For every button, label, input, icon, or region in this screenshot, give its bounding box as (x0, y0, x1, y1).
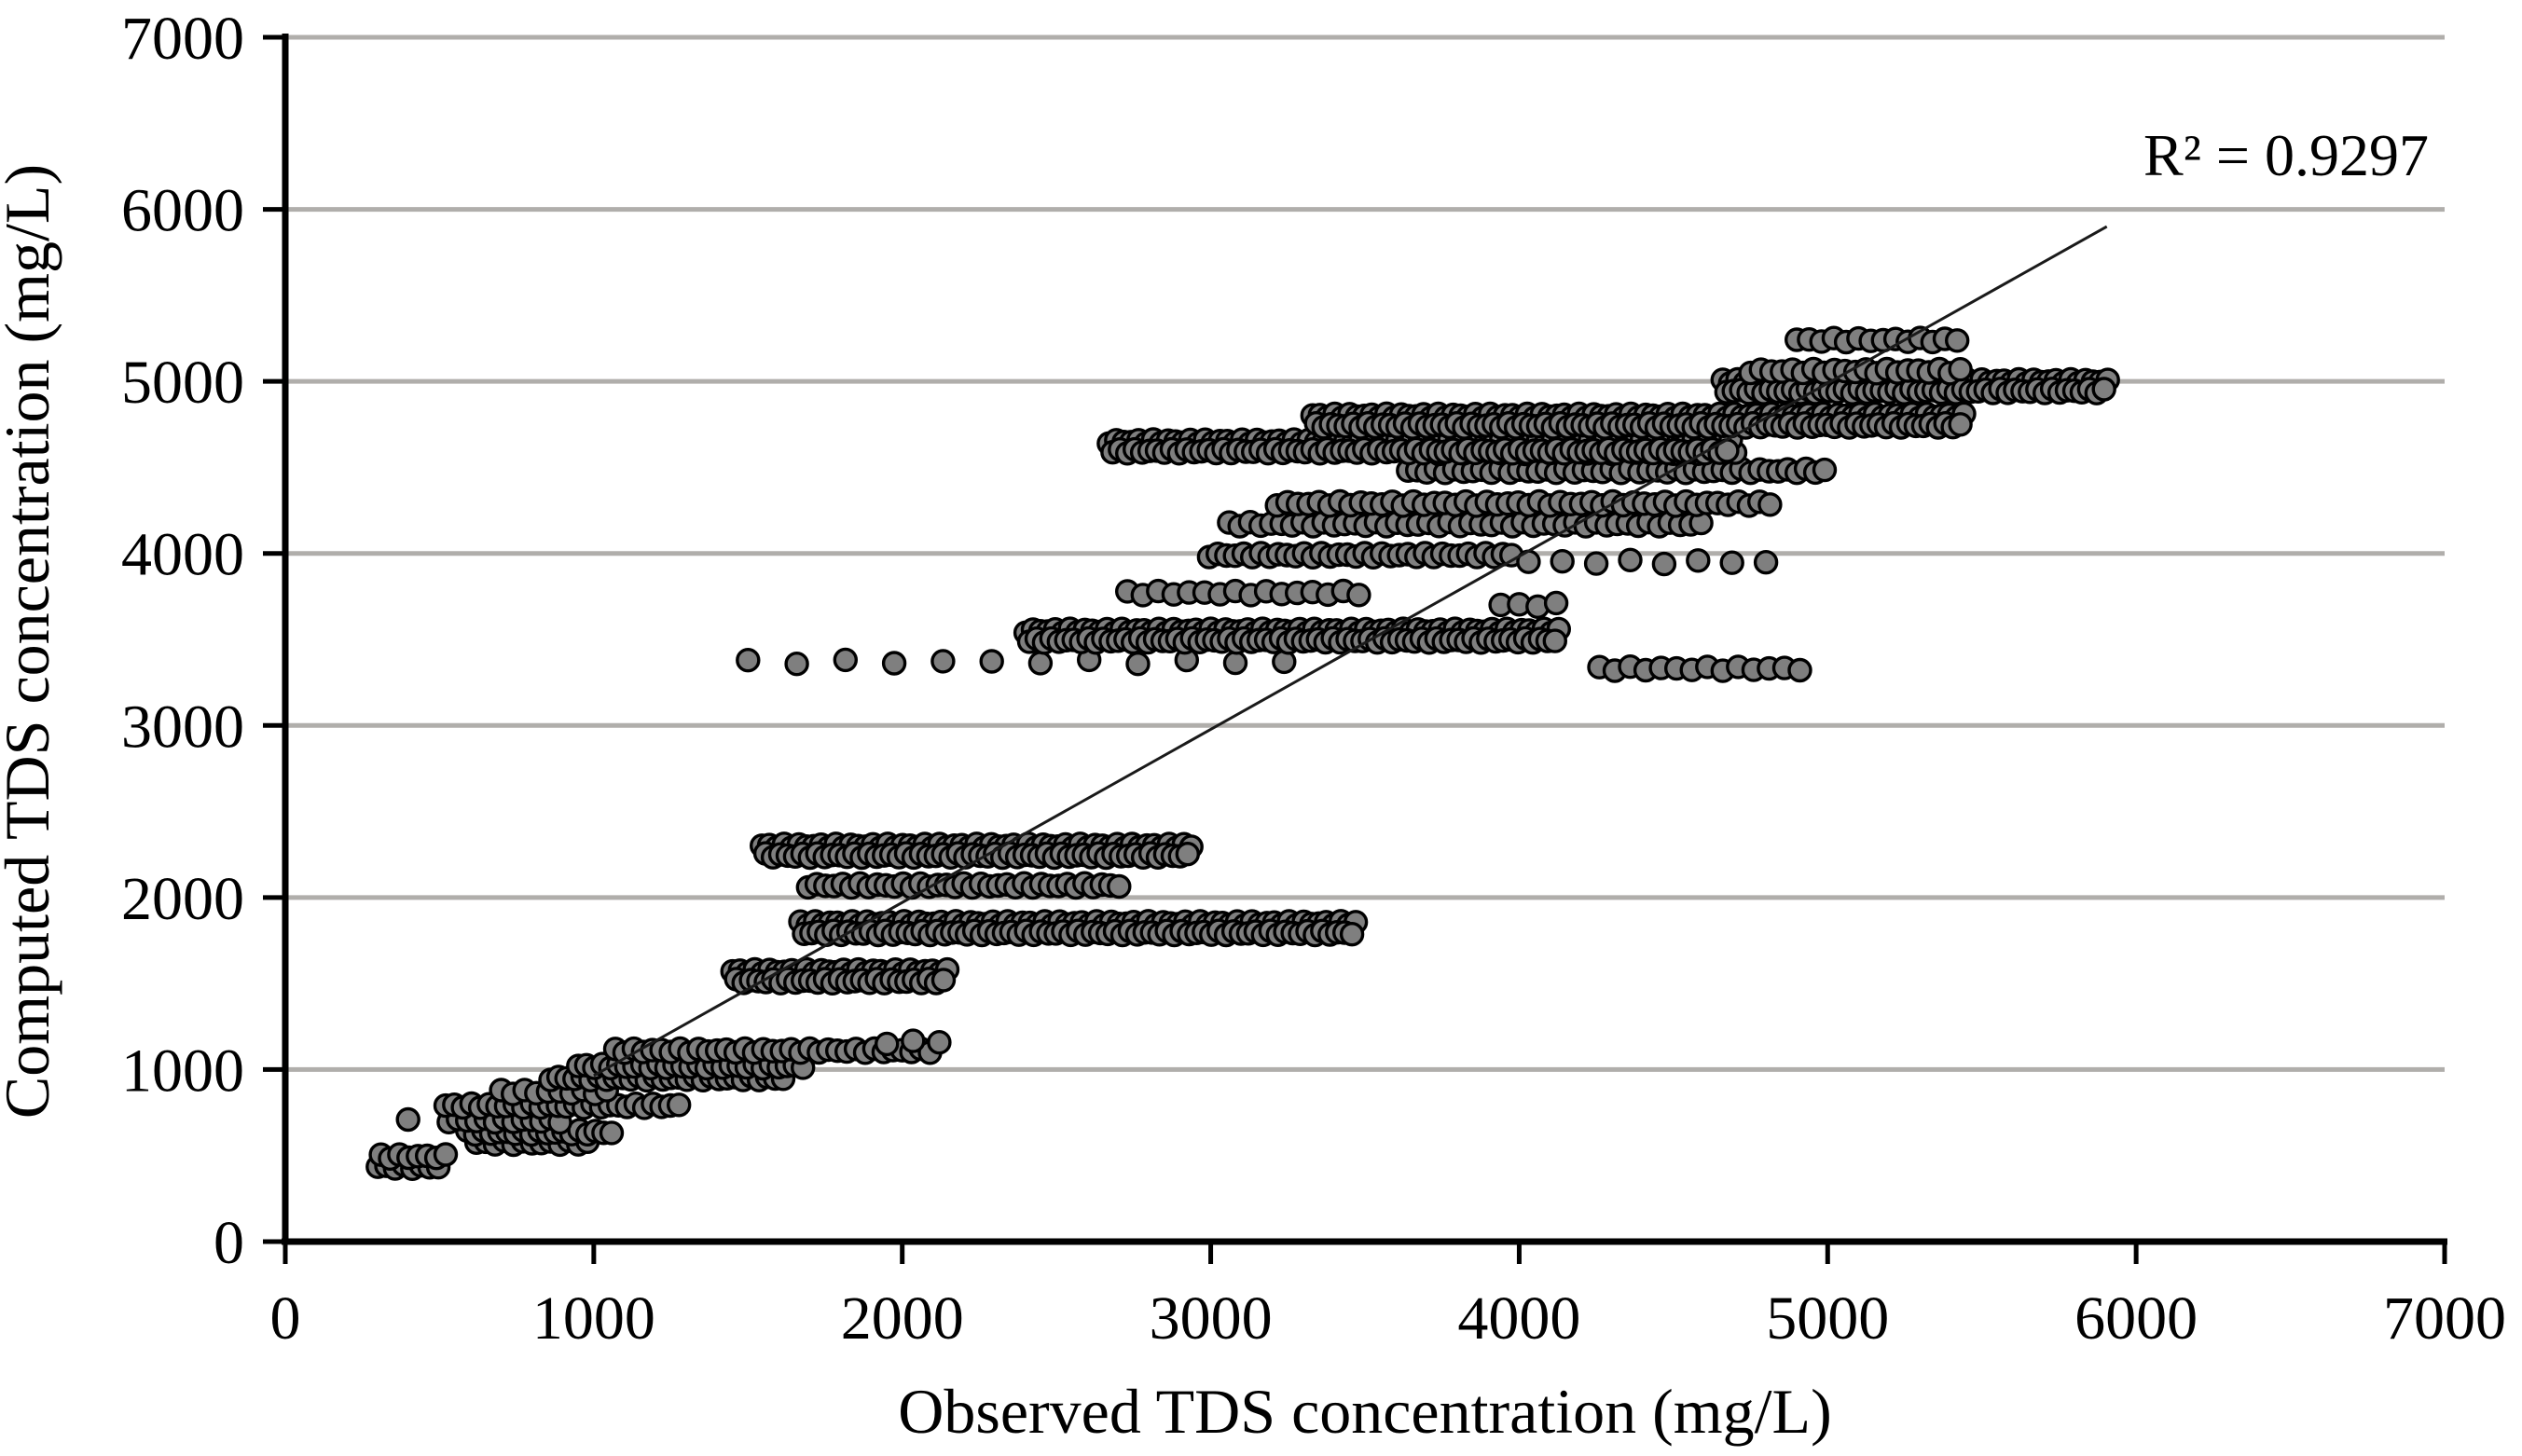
y-tick-label: 5000 (121, 349, 244, 417)
data-point (930, 649, 956, 674)
x-tick-label: 3000 (1150, 1284, 1273, 1353)
data-point (1948, 412, 1973, 437)
x-tick-label: 2000 (841, 1284, 964, 1353)
data-point (1542, 628, 1568, 653)
data-point (930, 968, 957, 993)
data-point (1346, 583, 1371, 608)
y-tick-label: 7000 (121, 5, 244, 73)
y-tick-label: 4000 (121, 521, 244, 589)
data-point (1339, 922, 1365, 947)
x-tick-label: 1000 (532, 1284, 655, 1353)
data-point (1550, 549, 1575, 574)
x-tick-label: 5000 (1766, 1284, 1889, 1353)
data-point (395, 1106, 420, 1133)
x-tick-label: 4000 (1457, 1284, 1580, 1353)
data-point (881, 651, 907, 676)
data-point (1719, 550, 1744, 575)
data-point (1125, 652, 1151, 677)
data-point (875, 1031, 900, 1057)
data-point (1686, 548, 1711, 573)
gridlines (285, 34, 2445, 1072)
data-point (1787, 657, 1812, 683)
x-tick-label: 7000 (2383, 1284, 2506, 1353)
trend-line (593, 225, 2108, 1078)
data-point (901, 1028, 926, 1053)
data-point (927, 1029, 952, 1055)
y-tick-label: 3000 (121, 693, 244, 761)
data-point (1757, 492, 1783, 517)
data-point (1651, 551, 1677, 577)
tick-labels: 0 1000 2000 3000 4000 5000 6000 7000 0 1000 2000 30… (121, 5, 2506, 1353)
data-point (1027, 651, 1054, 676)
data-point (1222, 650, 1248, 676)
data-point (1583, 551, 1609, 576)
data-point (1753, 550, 1779, 575)
x-tick-label: 6000 (2074, 1284, 2198, 1353)
data-point (979, 649, 1004, 674)
data-point (1175, 842, 1201, 867)
x-tick-label: 0 (270, 1284, 301, 1353)
data-point (1618, 547, 1643, 572)
y-tick-label: 0 (214, 1209, 244, 1277)
axes (263, 34, 2447, 1264)
y-tick-label: 2000 (121, 865, 244, 933)
data-point (736, 648, 761, 673)
y-tick-label: 6000 (121, 177, 244, 245)
data-point (833, 647, 858, 673)
data-point (599, 1120, 625, 1146)
data-point (1107, 873, 1132, 900)
data-point (1944, 328, 1970, 353)
data-point (1543, 590, 1569, 616)
y-tick-label: 1000 (121, 1037, 244, 1105)
r-squared-annotation: R² = 0.9297 (2143, 122, 2429, 188)
data-point (1948, 357, 1973, 382)
x-axis-title: Observed TDS concentration (mg/L) (898, 1376, 1831, 1447)
data-points (365, 325, 2120, 1182)
y-axis-title: Computed TDS concentration (mg/L) (0, 164, 62, 1119)
data-point (784, 652, 809, 677)
data-point (667, 1092, 692, 1118)
data-point (2091, 377, 2116, 402)
data-point (433, 1142, 459, 1167)
data-point (1812, 457, 1838, 483)
